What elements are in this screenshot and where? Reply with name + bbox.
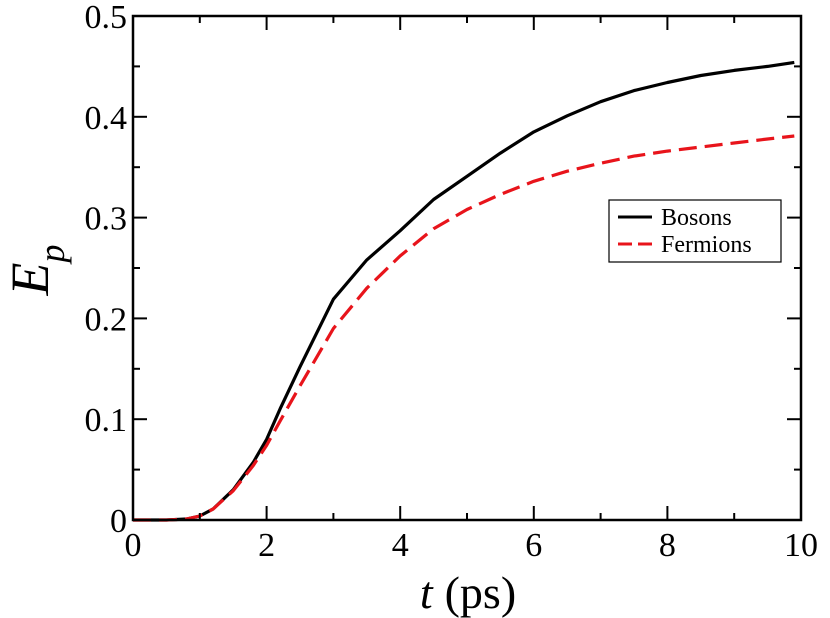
legend-label-bosons: Bosons	[661, 205, 732, 231]
axis-ticks	[132, 15, 802, 521]
series-line-bosons	[133, 60, 795, 522]
y-tick-label: 0.3	[85, 201, 128, 238]
y-axis-label: Ep	[0, 245, 72, 297]
x-tick-label: 10	[784, 527, 818, 564]
y-axis-label-main: E	[0, 263, 60, 297]
legend-box	[608, 199, 782, 263]
y-tick-label: 0.1	[85, 402, 128, 439]
x-tick-label: 6	[525, 527, 542, 564]
x-axis-label: t (ps)	[420, 567, 516, 618]
y-tick-label: 0	[110, 503, 127, 540]
x-tick-label: 2	[258, 527, 275, 564]
y-tick-label: 0.4	[85, 100, 128, 137]
series-line-fermions	[133, 134, 795, 522]
y-tick-label: 0.5	[85, 0, 128, 36]
y-tick-labels: 0 0.1 0.2 0.3 0.4 0.5	[85, 0, 128, 540]
x-tick-label: 8	[659, 527, 676, 564]
x-tick-labels: 0 2 4 6 8 10	[125, 527, 819, 564]
y-tick-label: 0.2	[85, 301, 128, 338]
x-tick-label: 0	[125, 527, 142, 564]
legend: Bosons Fermions	[608, 199, 782, 263]
y-axis-label-sub: p	[32, 245, 72, 266]
plot-frame	[131, 14, 803, 522]
svg-text:Ep: Ep	[0, 245, 72, 297]
x-tick-label: 4	[392, 527, 409, 564]
legend-label-fermions: Fermions	[661, 232, 752, 258]
plot-curves	[133, 60, 795, 522]
